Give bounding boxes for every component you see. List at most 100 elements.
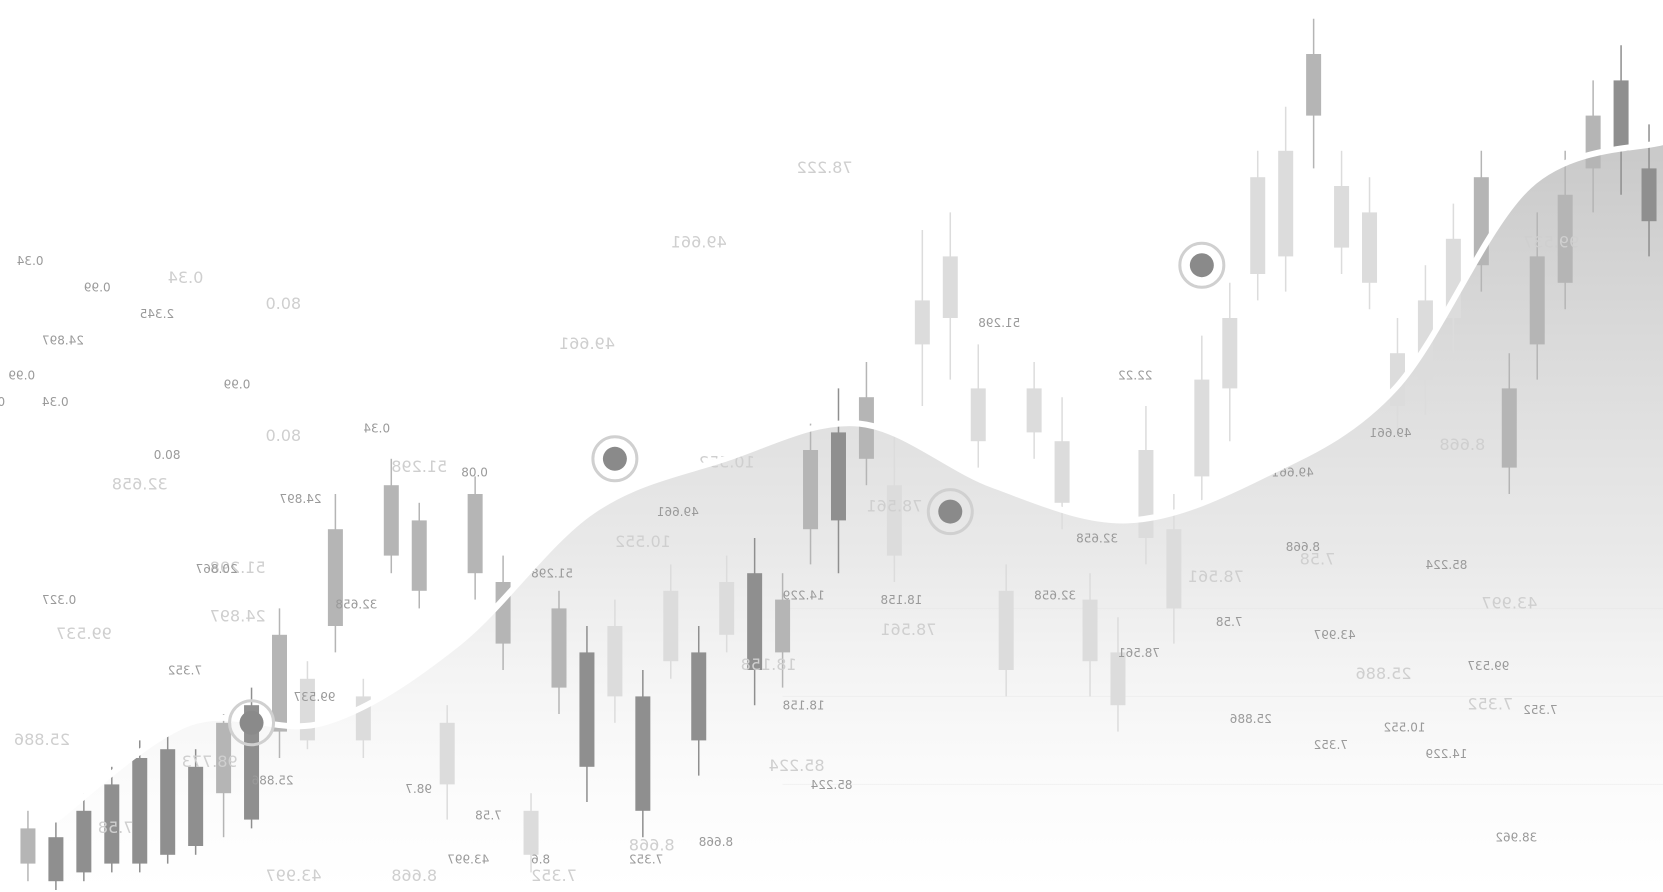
candle (1417, 265, 1433, 415)
candle-body (914, 300, 930, 345)
candle-body (383, 485, 399, 556)
value-label: 32.658 (335, 597, 377, 611)
candle (1110, 617, 1126, 732)
candle-body (1138, 450, 1154, 538)
candle-body (216, 722, 232, 794)
value-label: 43.997 (266, 866, 322, 885)
candle (1334, 150, 1350, 274)
value-label: 14.229 (783, 589, 825, 603)
value-label: 80.0 (154, 448, 181, 462)
candle (830, 388, 846, 574)
value-label: 80.0 (266, 426, 302, 445)
candle-body (271, 634, 287, 732)
candle (76, 793, 92, 882)
candle (1222, 282, 1238, 442)
value-label: 10.552 (615, 532, 671, 551)
value-label: 0.34 (17, 254, 44, 268)
candle (132, 740, 148, 873)
marker-ring (591, 435, 639, 483)
candle-body (1613, 80, 1629, 151)
candle (523, 793, 539, 873)
candles-layer (20, 18, 1657, 890)
value-label: 99.537 (1523, 233, 1579, 252)
candle (271, 608, 287, 758)
value-label: 80.0 (266, 294, 302, 313)
candle (1362, 177, 1378, 310)
candle-body (439, 722, 455, 785)
trend-marker (228, 699, 276, 747)
marker-dot (938, 499, 963, 524)
candle (579, 626, 595, 802)
candle-body (635, 696, 651, 811)
marker-ring (926, 488, 974, 536)
candle-body (1026, 388, 1042, 433)
value-label: 38.962 (1495, 831, 1537, 845)
candle-body (1417, 300, 1433, 380)
candle-body (942, 256, 958, 318)
value-label: 18.158 (880, 593, 922, 607)
value-label: 43.997 (447, 853, 489, 867)
value-label: 78.561 (1188, 567, 1244, 586)
value-label: 22.22 (1118, 369, 1152, 383)
candle-body (411, 520, 427, 591)
value-label: 7.352 (1467, 695, 1513, 714)
candle-body (188, 766, 204, 846)
value-label: 85.224 (1425, 558, 1467, 572)
candle-body (803, 450, 819, 530)
candle (970, 344, 986, 468)
marker-dot (1189, 253, 1214, 278)
value-label: 8.668 (1286, 540, 1320, 554)
candle-body (104, 784, 120, 864)
value-label: 49.661 (671, 233, 727, 252)
candle (244, 687, 260, 829)
value-label: 51.298 (978, 316, 1020, 330)
candle (216, 714, 232, 838)
candle (1194, 335, 1210, 503)
value-label: 10.552 (699, 453, 755, 472)
value-label: 85.224 (811, 778, 853, 792)
value-label: 0.99 (8, 369, 35, 383)
candle-body (1557, 194, 1573, 283)
candle-body (719, 582, 735, 635)
candle (1529, 212, 1545, 380)
value-label: 8.668 (629, 835, 675, 854)
value-label: 51.298 (210, 558, 266, 577)
candle (327, 494, 343, 653)
value-label: 7.352 (168, 663, 202, 677)
candle (775, 573, 791, 688)
candle-body (76, 810, 92, 873)
candle (1026, 362, 1042, 459)
candle (998, 564, 1014, 697)
value-label: 25.886 (252, 773, 294, 787)
candle-body (1222, 318, 1238, 389)
value-label: 49.661 (1370, 426, 1412, 440)
value-label: 24.897 (42, 333, 84, 347)
candle-body (579, 652, 595, 767)
marker-ring (1178, 241, 1226, 289)
trend-curve (52, 139, 1663, 823)
value-label: 7.58 (98, 818, 134, 837)
value-label: 98.7 (405, 782, 432, 796)
candle (160, 731, 176, 864)
area-fill (55, 142, 1663, 892)
value-label: 8.6 (531, 853, 550, 867)
candle-body (1110, 652, 1126, 706)
candle (1306, 18, 1322, 169)
candle (1501, 353, 1517, 494)
candle (104, 766, 120, 873)
value-label: 78.561 (880, 620, 936, 639)
value-label: 0.99 (84, 281, 111, 295)
value-label: 25.886 (1356, 664, 1412, 683)
candle (1557, 150, 1573, 310)
candle (1250, 150, 1266, 301)
value-label: 43.997 (1481, 593, 1537, 612)
candle (383, 458, 399, 574)
value-label: 7.352 (629, 853, 663, 867)
candle (747, 538, 763, 706)
value-label: 18.158 (741, 655, 797, 674)
candle-body (970, 388, 986, 442)
value-label: 0.08 (461, 465, 488, 479)
value-labels-layer: 0.34 0.99 2.345 24.897 80.0 0.34 0.99 0.3 0.34 0.… (0, 158, 1579, 885)
value-label: 7.352 (531, 866, 577, 885)
